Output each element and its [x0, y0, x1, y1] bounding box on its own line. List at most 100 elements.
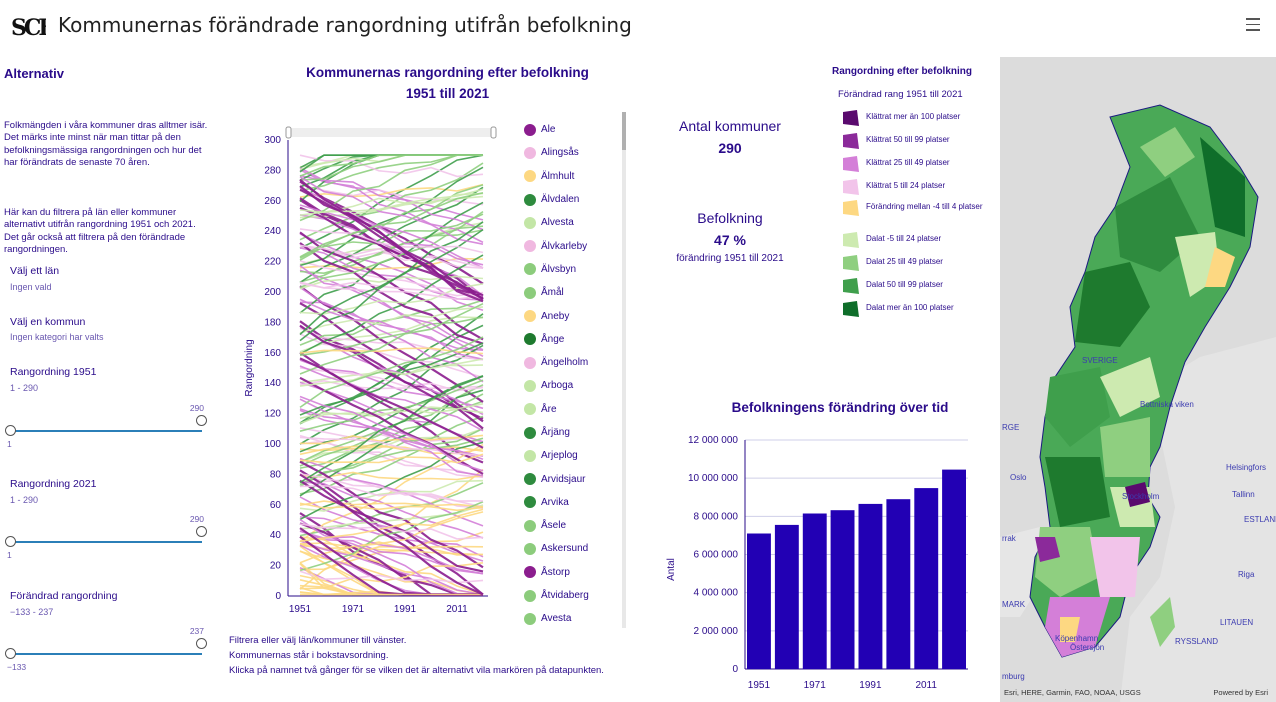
- kommun-line[interactable]: [299, 283, 484, 315]
- kommun-line[interactable]: [299, 496, 484, 558]
- rank2021-slider[interactable]: 290 1: [5, 514, 207, 560]
- kommun-line[interactable]: [299, 358, 484, 387]
- bar-1991[interactable]: [858, 503, 883, 669]
- kommun-line[interactable]: [299, 541, 484, 550]
- kommun-line[interactable]: [299, 188, 484, 301]
- change-slider[interactable]: 237 −133: [5, 626, 207, 672]
- kommun-line[interactable]: [299, 500, 484, 508]
- kommun-line[interactable]: [299, 306, 484, 334]
- sweden-map[interactable]: SVERIGE Bottniska viken Helsingfors Tall…: [1000, 57, 1276, 702]
- region[interactable]: [1035, 537, 1060, 562]
- kommun-line[interactable]: [299, 473, 484, 596]
- kommun-line[interactable]: [299, 183, 484, 198]
- kommun-line[interactable]: [299, 154, 483, 177]
- region[interactable]: [1045, 457, 1110, 527]
- slider-max-handle[interactable]: [196, 638, 207, 649]
- kommun-line[interactable]: [299, 225, 484, 289]
- kommun-line[interactable]: [299, 344, 484, 445]
- legend-item[interactable]: Arboga: [524, 374, 620, 397]
- kommun-line[interactable]: [299, 365, 484, 432]
- kommun-line[interactable]: [299, 285, 484, 403]
- legend-item[interactable]: Ånge: [524, 328, 620, 351]
- slider-max-handle[interactable]: [196, 526, 207, 537]
- kommun-line[interactable]: [299, 264, 484, 351]
- kommun-line[interactable]: [299, 379, 484, 432]
- kommun-line[interactable]: [299, 281, 484, 301]
- kommun-line[interactable]: [299, 154, 484, 178]
- kommun-line[interactable]: [299, 242, 484, 345]
- kommun-line[interactable]: [299, 395, 484, 472]
- legend-item[interactable]: Askersund: [524, 537, 620, 560]
- kommun-line[interactable]: [299, 375, 484, 453]
- lan-filter-value[interactable]: Ingen vald: [10, 282, 52, 292]
- kommun-line[interactable]: [299, 403, 484, 424]
- kommun-line[interactable]: [299, 154, 484, 249]
- region[interactable]: [1100, 357, 1160, 417]
- kommun-line[interactable]: [299, 523, 484, 540]
- kommun-line[interactable]: [299, 441, 484, 521]
- legend-item[interactable]: Åtvidaberg: [524, 584, 620, 607]
- bar-1981[interactable]: [830, 510, 855, 669]
- legend-item[interactable]: Årjäng: [524, 421, 620, 444]
- slider-track[interactable]: [10, 541, 202, 543]
- map-canvas[interactable]: SVERIGE Bottniska viken Helsingfors Tall…: [1000, 57, 1276, 702]
- legend-item[interactable]: Åmål: [524, 281, 620, 304]
- bar-2001[interactable]: [886, 499, 911, 669]
- kommun-line[interactable]: [299, 453, 484, 464]
- legend-item[interactable]: Åstorp: [524, 561, 620, 584]
- bar-1961[interactable]: [774, 524, 799, 669]
- region[interactable]: [1090, 537, 1140, 597]
- kommun-line[interactable]: [299, 244, 484, 269]
- kommun-line[interactable]: [299, 192, 484, 258]
- kommun-line[interactable]: [299, 511, 484, 564]
- kommun-line[interactable]: [299, 516, 484, 562]
- kommun-line[interactable]: [299, 376, 484, 475]
- rank1951-slider[interactable]: 290 1: [5, 403, 207, 449]
- kommun-line[interactable]: [299, 427, 484, 443]
- legend-item[interactable]: Alvesta: [524, 211, 620, 234]
- zoom-handle-left[interactable]: [285, 126, 292, 139]
- legend-item[interactable]: Aneby: [524, 304, 620, 327]
- kommun-line[interactable]: [299, 204, 484, 266]
- kommun-line[interactable]: [299, 536, 484, 596]
- legend-item[interactable]: Älvsbyn: [524, 258, 620, 281]
- kommun-line[interactable]: [299, 408, 484, 457]
- legend-item[interactable]: Älvdalen: [524, 188, 620, 211]
- zoom-bar[interactable]: [288, 128, 494, 137]
- zoom-handle-right[interactable]: [490, 126, 497, 139]
- bar-1951[interactable]: [747, 533, 771, 670]
- slider-min-handle[interactable]: [5, 648, 16, 659]
- bar-1971[interactable]: [802, 513, 827, 670]
- kommun-line[interactable]: [299, 162, 484, 241]
- kommun-line[interactable]: [299, 501, 484, 572]
- region[interactable]: [1205, 247, 1235, 287]
- kommun-line[interactable]: [299, 436, 484, 457]
- kommun-line[interactable]: [299, 257, 484, 270]
- kommun-line[interactable]: [299, 357, 484, 449]
- legend-item[interactable]: Arjeplog: [524, 444, 620, 467]
- population-bar-chart[interactable]: 0 2 000 000 4 000 000 6 000 000 8 000 000 10 …: [660, 428, 980, 698]
- kommun-line[interactable]: [299, 213, 484, 261]
- kommun-line[interactable]: [299, 522, 483, 596]
- kommun-legend-list[interactable]: Ale Alingsås Älmhult Älvdalen Alvesta Älvkarl…: [524, 118, 620, 626]
- kommun-line[interactable]: [299, 437, 484, 486]
- kommun-line[interactable]: [299, 176, 484, 245]
- kommun-line[interactable]: [299, 482, 484, 537]
- rank-line-chart[interactable]: 0 20 40 60 80 100 120 140 160 180 200 220 240 260 280 3…: [238, 124, 508, 624]
- scrollbar-thumb[interactable]: [622, 112, 626, 150]
- region[interactable]: [1075, 262, 1150, 347]
- legend-item[interactable]: Arvika: [524, 491, 620, 514]
- kommun-line[interactable]: [299, 393, 484, 467]
- region[interactable]: [1125, 482, 1150, 507]
- kommun-line[interactable]: [299, 460, 484, 569]
- legend-item[interactable]: Åre: [524, 398, 620, 421]
- kommun-line[interactable]: [299, 229, 484, 275]
- kommun-line[interactable]: [299, 562, 483, 596]
- kommun-filter-value[interactable]: Ingen kategori har valts: [10, 332, 104, 342]
- legend-item[interactable]: Åsele: [524, 514, 620, 537]
- kommun-line[interactable]: [299, 502, 484, 512]
- kommun-line[interactable]: [299, 342, 484, 416]
- kommun-line[interactable]: [299, 221, 484, 336]
- kommun-line[interactable]: [299, 324, 484, 430]
- lan-filter-label[interactable]: Välj ett län: [10, 265, 60, 277]
